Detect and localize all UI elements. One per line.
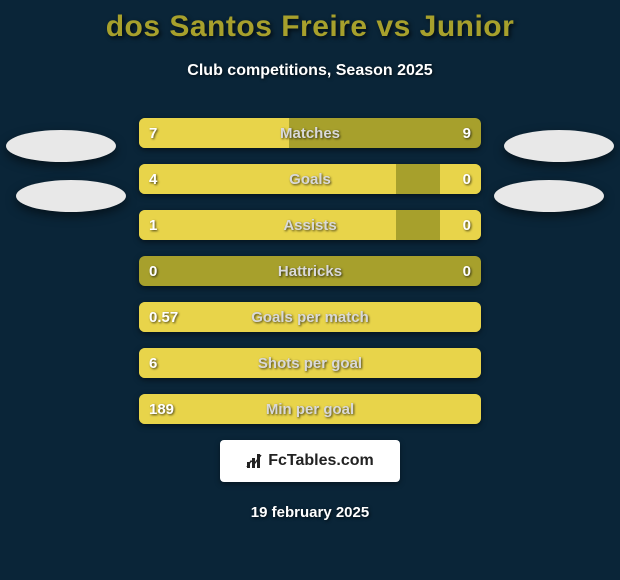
bar-fill-left [139,302,481,332]
bar-value-right: 0 [453,210,481,240]
comparison-stage: 79Matches40Goals10Assists00Hattricks0.57… [0,118,620,424]
player-left-avatar-1 [6,130,116,162]
bar-row: 10Assists [139,210,481,240]
bar-chart-icon [246,453,264,469]
bar-value-left: 0 [139,256,167,286]
bar-row: 40Goals [139,164,481,194]
bar-fill-left [139,348,481,378]
bar-row: 00Hattricks [139,256,481,286]
bar-value-right [461,394,481,424]
page-title: dos Santos Freire vs Junior [0,10,620,44]
page-subtitle: Club competitions, Season 2025 [0,62,620,80]
bar-value-left: 6 [139,348,167,378]
bar-value-right: 0 [453,256,481,286]
bar-value-right: 0 [453,164,481,194]
bar-value-left: 7 [139,118,167,148]
bar-fill-left [139,210,396,240]
player-right-avatar-1 [504,130,614,162]
player-left-avatar-2 [16,180,126,212]
bar-row: 79Matches [139,118,481,148]
player-right-avatar-2 [494,180,604,212]
bar-value-left: 1 [139,210,167,240]
bar-value-right: 9 [453,118,481,148]
site-logo-text: FcTables.com [268,452,374,470]
bar-value-right [461,348,481,378]
date-label: 19 february 2025 [0,504,620,521]
bar-value-left: 0.57 [139,302,188,332]
bar-track [139,256,481,286]
site-logo[interactable]: FcTables.com [220,440,400,482]
bar-fill-left [139,394,481,424]
bar-row: 189Min per goal [139,394,481,424]
page-root: dos Santos Freire vs Junior Club competi… [0,0,620,580]
bar-value-right [461,302,481,332]
bar-fill-left [139,164,396,194]
comparison-bars: 79Matches40Goals10Assists00Hattricks0.57… [139,118,481,424]
bar-row: 6Shots per goal [139,348,481,378]
bar-value-left: 189 [139,394,184,424]
bar-value-left: 4 [139,164,167,194]
bar-row: 0.57Goals per match [139,302,481,332]
